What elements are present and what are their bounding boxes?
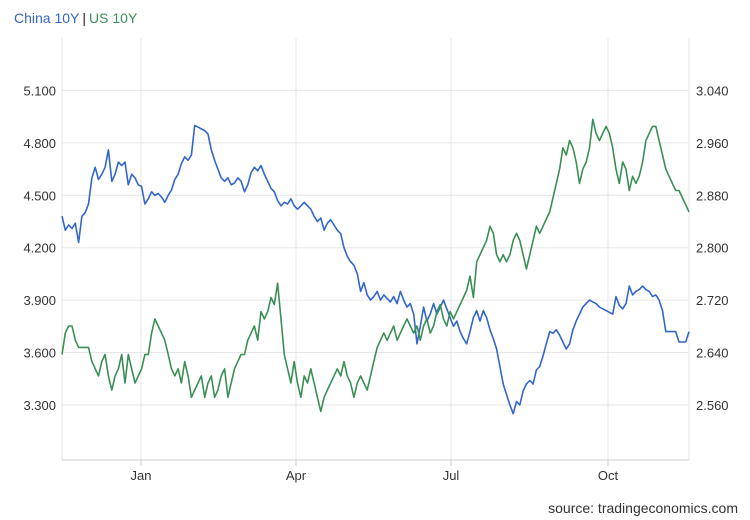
- x-tick-label: Jan: [131, 468, 152, 483]
- left-tick-label: 3.300: [23, 398, 56, 413]
- left-tick-label: 5.100: [23, 83, 56, 98]
- right-tick-label: 3.040: [696, 83, 729, 98]
- right-tick-label: 2.640: [696, 346, 729, 361]
- right-tick-label: 2.960: [696, 136, 729, 151]
- x-tick-label: Jul: [443, 468, 460, 483]
- china-10y-line: [61, 124, 690, 415]
- right-tick-label: 2.720: [696, 293, 729, 308]
- chart-legend: China 10Y | US 10Y: [14, 10, 137, 26]
- legend-separator: |: [82, 10, 87, 26]
- source-text: source: tradingeconomics.com: [548, 500, 738, 516]
- left-tick-label: 4.200: [23, 241, 56, 256]
- left-tick-label: 3.600: [23, 346, 56, 361]
- right-tick-label: 2.880: [696, 188, 729, 203]
- left-tick-label: 4.500: [23, 188, 56, 203]
- legend-china[interactable]: China 10Y: [14, 10, 80, 26]
- right-tick-label: 2.800: [696, 241, 729, 256]
- us-10y-line: [61, 118, 690, 413]
- legend-us[interactable]: US 10Y: [89, 10, 138, 26]
- right-tick-label: 2.560: [696, 398, 729, 413]
- x-tick-label: Apr: [286, 468, 307, 483]
- x-tick-label: Oct: [598, 468, 619, 483]
- left-tick-label: 3.900: [23, 293, 56, 308]
- left-tick-label: 4.800: [23, 136, 56, 151]
